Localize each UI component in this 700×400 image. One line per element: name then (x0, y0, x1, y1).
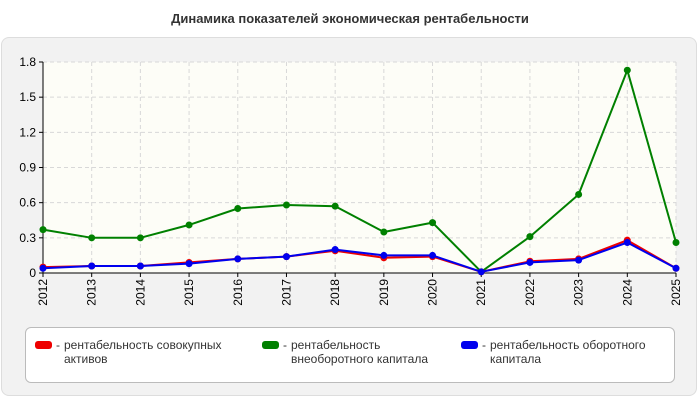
x-tick-label: 2015 (182, 279, 196, 306)
y-tick-label: 1.2 (19, 125, 36, 139)
x-tick-label: 2025 (669, 279, 683, 306)
data-point (185, 260, 193, 268)
data-point (136, 234, 144, 242)
legend-item-working-capital[interactable]: - рентабельность оборотного капитала (461, 338, 666, 366)
data-point (282, 253, 290, 261)
data-point (380, 228, 388, 236)
data-point (526, 233, 534, 241)
x-tick-label: 2014 (133, 279, 147, 306)
data-point (282, 201, 290, 209)
legend-label-fixed-capital: рентабельность внеоборотного капитала (291, 338, 428, 366)
data-point (429, 219, 437, 227)
legend-label-total-assets: рентабельность совокупных активов (64, 338, 222, 366)
data-point (234, 205, 242, 213)
data-point (575, 190, 583, 198)
data-point (526, 258, 534, 266)
data-point (39, 226, 47, 234)
legend-swatch-blue (461, 341, 478, 349)
legend-swatch-red (35, 341, 52, 349)
x-tick-label: 2012 (36, 279, 50, 306)
x-tick-label: 2013 (85, 279, 99, 306)
y-tick-label: 0.6 (19, 196, 36, 210)
data-point (623, 239, 631, 247)
data-point (185, 221, 193, 229)
chart-legend: - рентабельность совокупных активов - ре… (25, 327, 675, 383)
data-point (39, 264, 47, 272)
data-point (331, 202, 339, 210)
x-tick-label: 2017 (279, 279, 293, 306)
data-point (331, 246, 339, 254)
x-tick-label: 2020 (426, 279, 440, 306)
y-tick-label: 1.8 (19, 55, 36, 69)
data-point (136, 262, 144, 270)
y-tick-label: 1.5 (19, 90, 36, 104)
x-tick-label: 2022 (523, 279, 537, 306)
y-tick-label: 0.9 (19, 161, 36, 175)
x-tick-label: 2018 (328, 279, 342, 306)
x-tick-label: 2021 (474, 279, 488, 306)
legend-swatch-green (262, 341, 279, 349)
x-tick-label: 2016 (231, 279, 245, 306)
data-point (429, 251, 437, 259)
series-line-2 (42, 241, 677, 273)
data-point (672, 264, 680, 272)
x-tick-label: 2024 (620, 279, 634, 306)
data-point (234, 255, 242, 263)
chart-title: Динамика показателей экономическая рента… (171, 11, 529, 26)
data-point (380, 251, 388, 259)
legend-item-fixed-capital[interactable]: - рентабельность внеоборотного капитала (262, 338, 452, 366)
data-point (88, 262, 96, 270)
line-chart: 0 0.3 0.6 0.9 1.2 1.5 1.8 2012 2013 2014 2015 2016 2… (19, 55, 683, 306)
legend-item-total-assets[interactable]: - рентабельность совокупных активов (35, 338, 250, 366)
series-line-1 (42, 69, 677, 273)
y-tick-label: 0 (29, 266, 36, 280)
x-tick-label: 2019 (377, 279, 391, 306)
x-tick-label: 2023 (572, 279, 586, 306)
y-tick-label: 0.3 (19, 231, 36, 245)
data-point (477, 268, 485, 276)
legend-label-working-capital: рентабельность оборотного капитала (490, 338, 646, 366)
data-point (88, 234, 96, 242)
data-point (672, 239, 680, 247)
data-point (623, 66, 631, 74)
data-point (575, 256, 583, 264)
